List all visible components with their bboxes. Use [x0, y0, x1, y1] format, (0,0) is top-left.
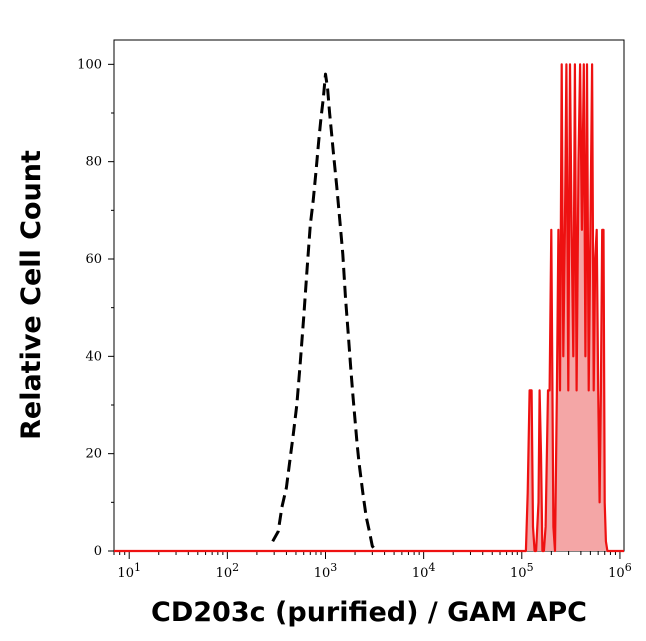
y-axis-title: Relative Cell Count [16, 150, 47, 440]
x-tick-label: 104 [412, 561, 436, 581]
x-tick-label: 102 [216, 561, 240, 581]
series-layer [114, 63, 624, 553]
y-tick-label: 80 [85, 155, 102, 170]
x-axis-ticks: 101 102 103 104 105 106 [117, 551, 632, 581]
y-tick-label: 100 [77, 57, 102, 72]
series-1-area [114, 64, 624, 552]
x-tick-label: 101 [117, 561, 141, 581]
y-tick-label: 60 [85, 252, 102, 267]
x-tick-label: 103 [314, 561, 338, 581]
series-0-line [271, 72, 378, 552]
y-tick-label: 0 [94, 544, 102, 559]
x-tick-label: 105 [510, 561, 534, 581]
y-tick-label: 40 [85, 349, 102, 364]
y-tick-label: 20 [85, 447, 102, 462]
y-axis-ticks: 0 20 40 60 80 100 [77, 57, 114, 559]
x-axis-title: CD203c (purified) / GAM APC [151, 597, 587, 628]
series-1-line [114, 63, 624, 553]
x-tick-label: 106 [608, 561, 632, 581]
